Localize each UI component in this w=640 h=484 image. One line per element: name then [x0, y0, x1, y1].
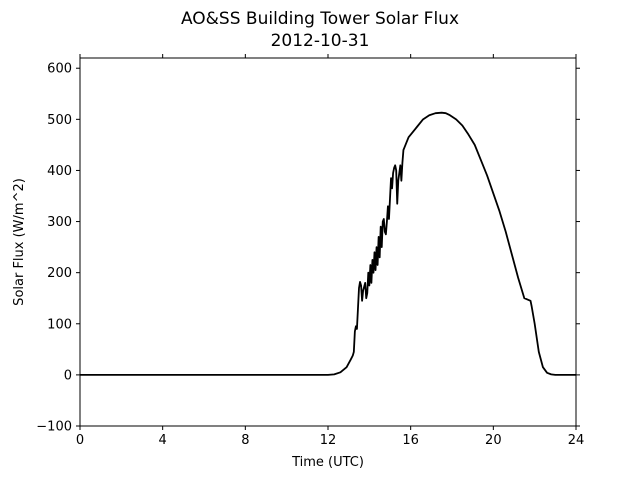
y-tick-label: 400 [47, 164, 72, 179]
y-axis-label: Solar Flux (W/m^2) [12, 178, 27, 306]
plot-series-layer [80, 111, 576, 376]
x-axis-label: Time (UTC) [291, 455, 364, 470]
y-tick-label: 500 [47, 113, 72, 128]
x-tick-label: 12 [320, 433, 337, 448]
y-tick-label: 300 [47, 215, 72, 230]
x-tick-label: 24 [568, 433, 585, 448]
y-tick-label: 100 [47, 317, 72, 332]
x-tick-label: 8 [241, 433, 249, 448]
chart-subtitle: 2012-10-31 [271, 31, 370, 51]
series-line [80, 111, 576, 376]
y-tick-label: 200 [47, 266, 72, 281]
y-tick-label: 600 [47, 62, 72, 77]
y-tick-label: −100 [36, 420, 72, 435]
y-tick-label: 0 [64, 368, 72, 383]
plot-frame [79, 57, 577, 427]
x-tick-label: 20 [485, 433, 502, 448]
chart-title: AO&SS Building Tower Solar Flux [181, 9, 459, 29]
x-tick-label: 0 [76, 433, 84, 448]
x-tick-label: 16 [402, 433, 419, 448]
axis-ticks: 0 4 8 12 16 20 24 −100 0 100 200 300 400 500 600 [36, 54, 584, 448]
x-tick-label: 4 [159, 433, 167, 448]
